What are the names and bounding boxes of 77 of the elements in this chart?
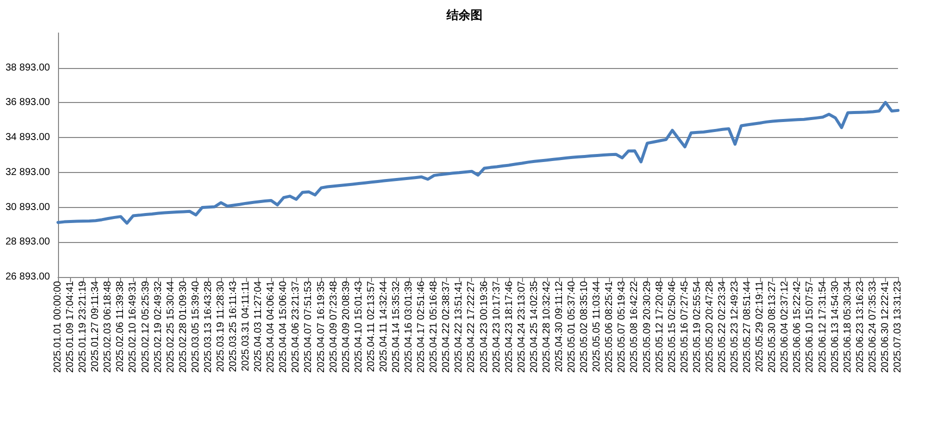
x-tick-label: 2025.04.04 04:06:41 — [266, 280, 277, 373]
x-tick-label: 2025.05.27 08:51:44 — [742, 280, 754, 373]
x-tick-label: 2025.03.19 11:28:30 — [215, 280, 226, 372]
x-tick-label: 2025.04.11 02:13:57 — [366, 280, 377, 372]
x-tick-label: 2025.05.07 05:19:43 — [616, 280, 628, 373]
x-tick-label: 2025.04.09 20:08:39 — [340, 280, 352, 373]
x-tick-label: 2025.05.06 08:25:41 — [604, 280, 616, 373]
x-tick-label: 2025.05.19 02:55:54 — [692, 280, 703, 373]
x-tick-label: 2025.05.15 02:50:46 — [666, 280, 678, 373]
line-series — [56, 100, 900, 225]
x-tick-label: 2025.04.28 10:32:42 — [541, 280, 552, 373]
x-tick-label: 2025.04.22 13:51:41 — [454, 280, 465, 373]
x-tick-label: 2025.04.09 07:23:48 — [328, 280, 340, 373]
y-tick-label: 38 893.00 — [6, 62, 50, 74]
x-tick-label: 2025.05.20 20:47:28 — [704, 280, 716, 373]
x-tick-label: 2025.02.25 15:30:44 — [165, 280, 176, 373]
x-tick-label: 2025.05.01 05:37:40 — [566, 280, 578, 373]
x-tick-label: 2025.04.21 05:16:48 — [428, 280, 440, 373]
x-tick-label: 2025.06.18 05:30:34 — [842, 280, 854, 373]
y-tick-label: 34 893.00 — [6, 132, 50, 144]
x-tick-label: 2025.01.09 17:04:41 — [65, 280, 76, 373]
x-tick-label: 2025.03.31 04:11:11 — [240, 280, 252, 372]
x-tick-label: 2025.04.22 17:22:27 — [466, 280, 478, 373]
x-tick-label: 2025.06.04 02:37:12 — [780, 280, 791, 373]
x-tick-label: 2025.05.02 08:35:10 — [579, 280, 590, 373]
x-tick-label: 2025.02.06 11:39:38 — [115, 280, 126, 372]
x-tick-label: 2025.04.04 15:06:40 — [278, 280, 290, 373]
x-tick-label: 2025.03.05 15:39:40 — [190, 280, 202, 373]
x-tick-label: 2025.02.03 06:18:48 — [102, 280, 114, 373]
x-tick-label: 2025.04.25 14:02:35 — [528, 280, 540, 373]
y-tick-label: 32 893.00 — [6, 166, 50, 178]
x-tick-label: 2025.01.19 23:21:19 — [78, 280, 89, 373]
x-tick-label: 2025.04.23 00:19:36 — [478, 280, 490, 373]
x-tick-label: 2025.04.24 23:13:07 — [516, 280, 528, 373]
x-tick-label: 2025.02.10 16:49:31 — [128, 280, 139, 373]
x-tick-label: 2025.07.03 13:31:23 — [892, 280, 904, 373]
x-tick-label: 2025.06.23 13:16:23 — [854, 280, 866, 373]
x-tick-label: 2025.01.01 00:00:00 — [52, 280, 64, 373]
x-tick-label: 2025.05.29 02:19:11 — [754, 280, 766, 372]
x-tick-label: 2025.05.23 12:49:23 — [730, 280, 741, 373]
x-tick-label: 2025.04.30 09:11:12 — [554, 280, 565, 372]
x-tick-label: 2025.05.12 17:20:48 — [654, 280, 666, 373]
x-tick-label: 2025.04.16 03:01:39 — [404, 280, 415, 373]
x-tick-label: 2025.04.23 18:17:46 — [504, 280, 515, 373]
x-tick-label: 2025.04.07 16:19:35 — [316, 280, 327, 373]
x-tick-label: 2025.04.03 11:27:04 — [253, 280, 264, 372]
x-tick-label: 2025.06.30 12:22:41 — [880, 280, 891, 373]
y-tick-label: 28 893.00 — [6, 236, 50, 248]
x-tick-label: 2025.05.09 20:30:29 — [642, 280, 653, 373]
x-tick-label: 2025.04.22 02:38:37 — [441, 280, 452, 373]
x-tick-label: 2025.04.11 14:32:44 — [378, 280, 390, 372]
x-tick-label: 2025.02.28 01:09:30 — [178, 280, 189, 373]
x-tick-label: 2025.04.23 10:17:37 — [491, 280, 502, 373]
x-tick-label: 2025.04.14 15:35:32 — [391, 280, 402, 373]
y-tick-label: 26 893.00 — [6, 272, 50, 282]
x-tick-label: 2025.06.13 14:54:30 — [830, 280, 841, 373]
x-tick-label: 2025.04.17 02:51:46 — [416, 280, 428, 373]
x-tick-label: 2025.06.10 15:07:57 — [804, 280, 816, 373]
x-tick-label: 2025.05.16 07:27:45 — [679, 280, 690, 373]
x-tick-label: 2025.02.19 02:49:32 — [152, 280, 164, 373]
x-tick-label: 2025.06.12 17:31:54 — [817, 280, 828, 373]
x-tick-label: 2025.06.24 07:35:33 — [867, 280, 878, 373]
x-tick-label: 2025.01.27 09:11:34 — [90, 280, 102, 372]
y-tick-label: 36 893.00 — [6, 97, 50, 108]
x-tick-label: 2025.05.05 11:03:44 — [592, 280, 603, 372]
x-tick-label: 2025.03.13 16:43:28 — [202, 280, 214, 373]
x-tick-label: 2025.05.08 16:42:22 — [629, 280, 640, 373]
x-tick-label: 2025.04.06 23:21:37 — [290, 280, 302, 373]
chart-title: 结余图 — [446, 8, 482, 22]
x-tick-label: 2025.03.25 16:11:43 — [228, 280, 240, 372]
x-tick-label: 2025.04.07 07:51:53 — [303, 280, 314, 373]
x-tick-label: 2025.02.12 05:25:39 — [140, 280, 152, 373]
x-tick-label: 2025.06.06 15:22:42 — [792, 280, 804, 373]
x-tick-label: 2025.04.10 15:01:43 — [353, 280, 364, 373]
x-tick-label: 2025.05.22 02:23:34 — [716, 280, 728, 373]
y-tick-label: 30 893.00 — [6, 202, 50, 213]
x-tick-label: 2025.05.30 08:13:27 — [767, 280, 778, 373]
